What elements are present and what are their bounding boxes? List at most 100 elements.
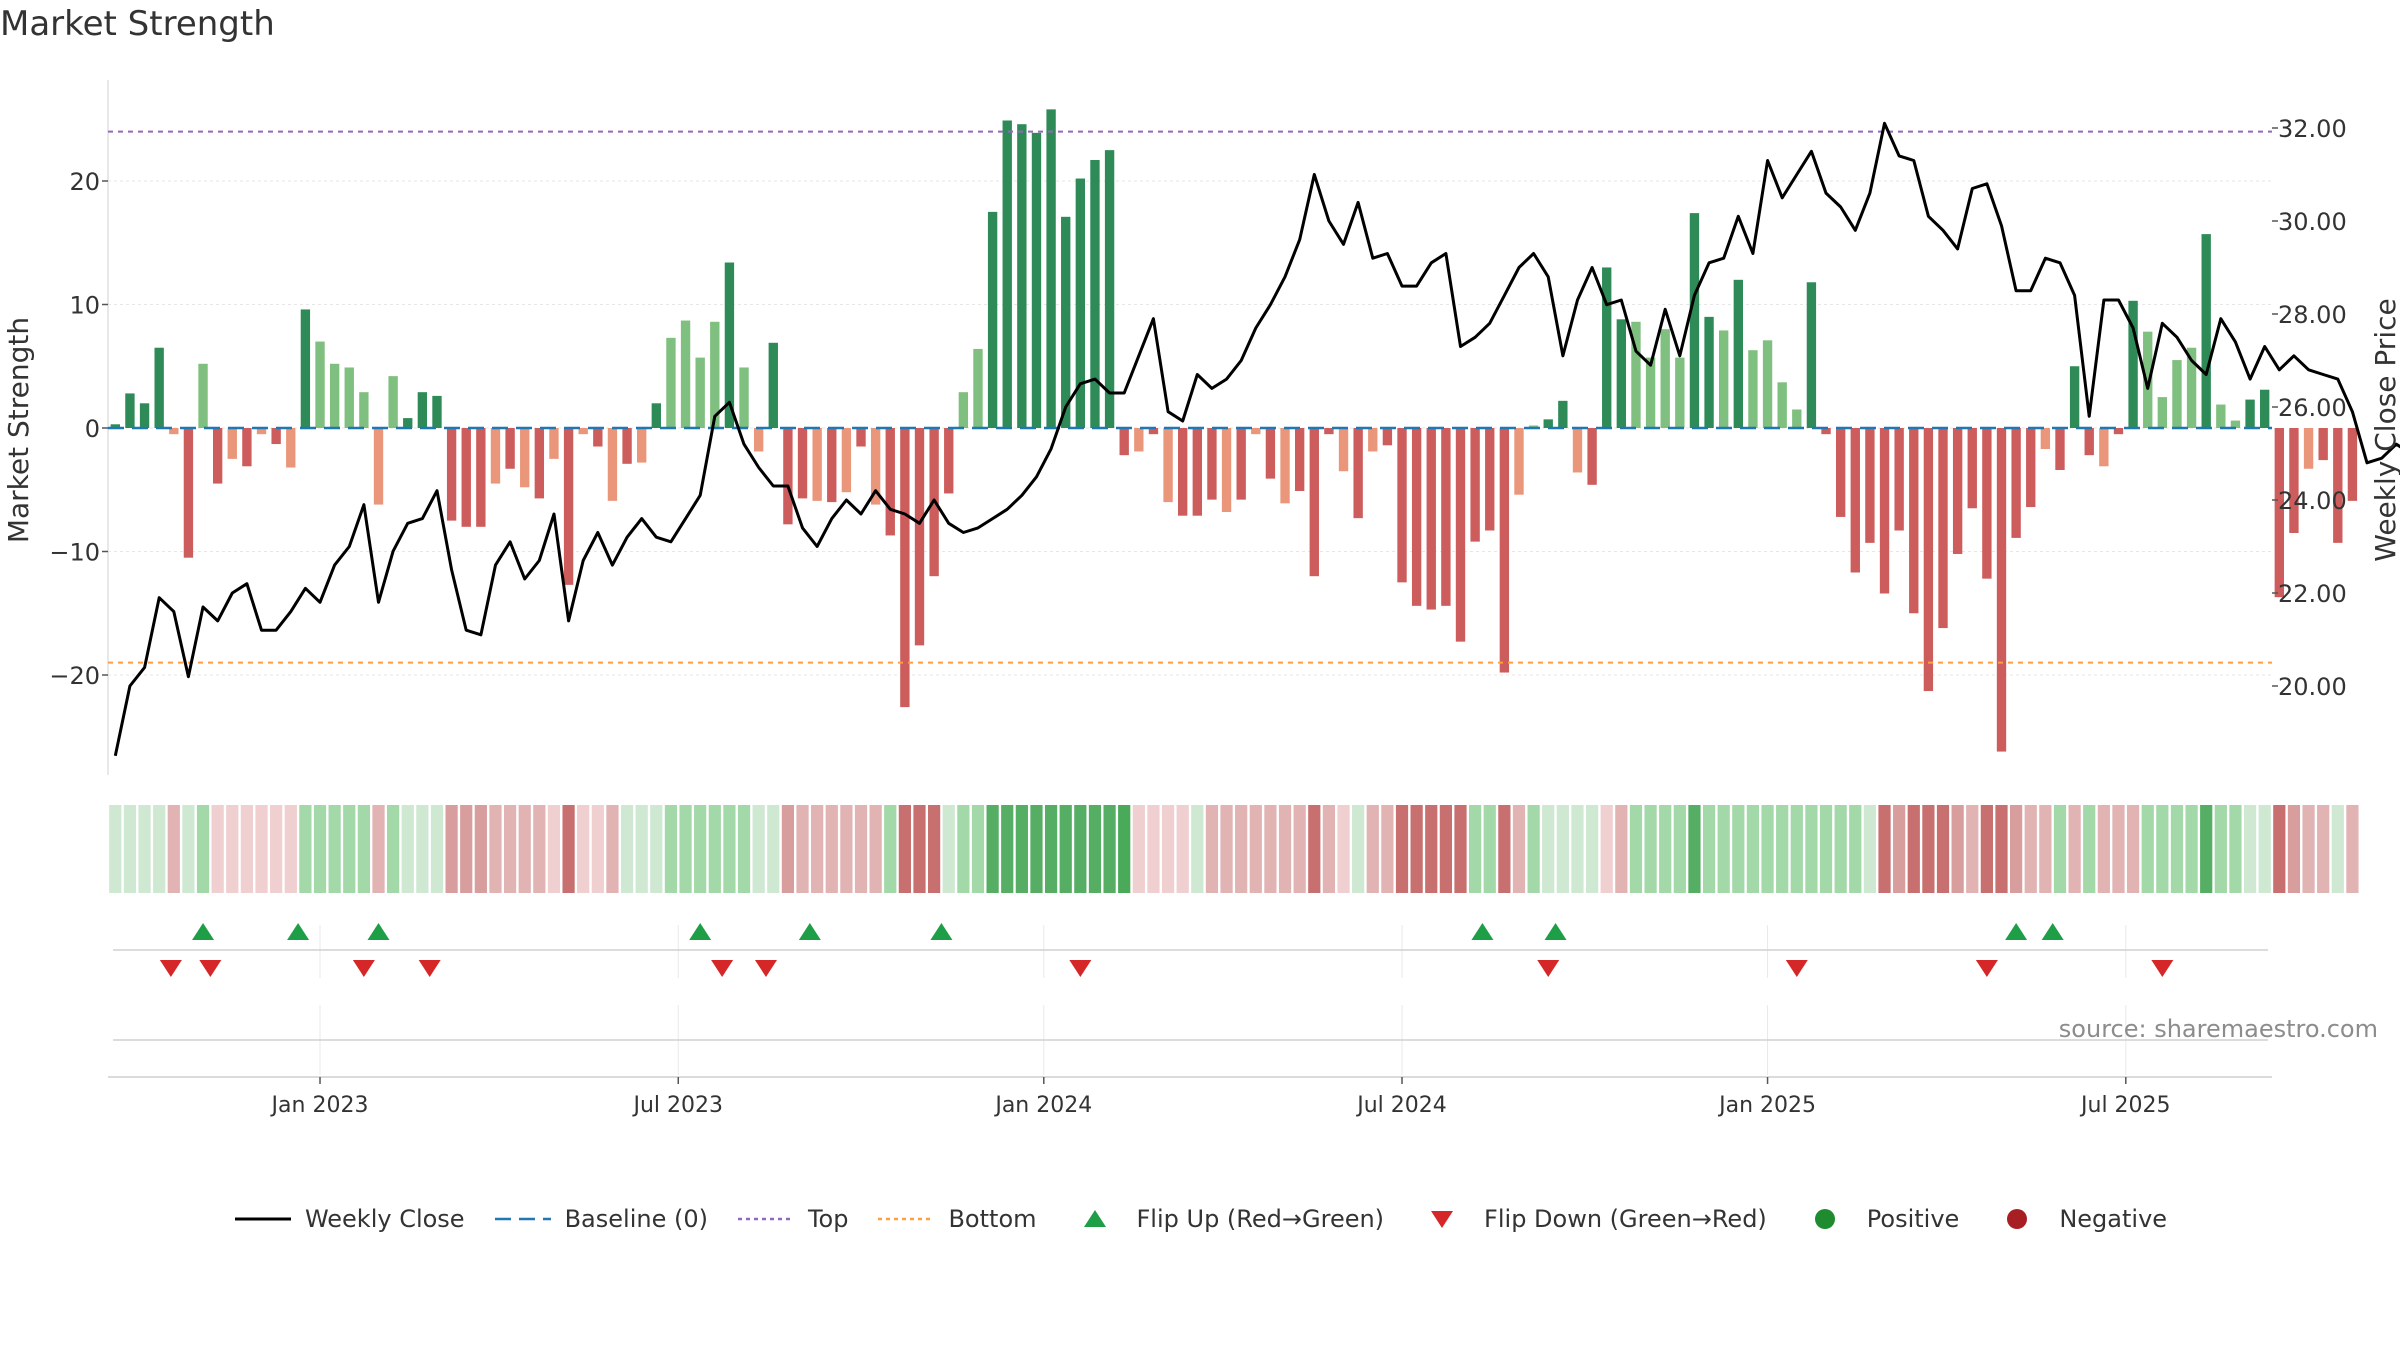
regime-cell: [1220, 805, 1233, 893]
regime-cell: [387, 805, 400, 893]
left-tick-label: 20: [69, 168, 100, 196]
legend-marker-bottom: [878, 1217, 935, 1221]
legend-glyph-negative: [2007, 1209, 2028, 1229]
strength-bar: [1923, 428, 1934, 692]
weekly-close-line: [113, 121, 2400, 757]
x-tick-label: Jan 2023: [270, 1093, 369, 1118]
regime-cell: [2243, 805, 2257, 893]
regime-cell: [2229, 805, 2242, 893]
regime-cell: [1044, 805, 1058, 893]
x-tick-label: Jan 2025: [1717, 1093, 1816, 1118]
regime-cell: [1483, 805, 1496, 893]
regime-cell: [167, 805, 180, 893]
regime-cell: [2258, 805, 2271, 893]
strength-bar: [1572, 428, 1583, 473]
strength-bar: [1806, 282, 1817, 428]
regime-cell: [2097, 805, 2110, 893]
regime-cell: [196, 805, 210, 893]
strength-bar: [812, 428, 822, 501]
strength-bar: [2274, 428, 2284, 598]
strength-bar: [1002, 120, 1012, 429]
strength-bar: [2011, 428, 2021, 538]
flip-down-marker: [1537, 960, 1560, 977]
strength-bar: [2245, 399, 2255, 428]
strength-bar: [1850, 428, 1860, 573]
strength-bar: [2318, 428, 2328, 461]
regime-cell: [1366, 805, 1379, 893]
regime-cell: [1615, 805, 1628, 893]
strength-bar: [1134, 428, 1144, 452]
strength-bar: [1280, 428, 1290, 504]
strength-bar: [1353, 428, 1363, 519]
strength-bar: [534, 428, 545, 499]
strength-bar: [2099, 428, 2109, 467]
flip-down-marker: [2151, 960, 2174, 977]
strength-bar: [783, 428, 793, 525]
regime-cell: [2141, 805, 2154, 893]
chart-title: Market Strength: [0, 4, 275, 44]
strength-bar: [987, 211, 998, 428]
flip-down-marker: [1069, 960, 1092, 977]
regime-cell: [1966, 805, 1979, 893]
regime-cell: [343, 805, 356, 893]
regime-cell: [957, 805, 970, 893]
strength-bar: [242, 428, 252, 467]
flip-down-marker: [418, 960, 441, 977]
regime-cell: [2185, 805, 2198, 893]
regime-cell: [650, 805, 663, 893]
left-tick-label: 0: [85, 415, 100, 443]
regime-cell: [781, 805, 795, 893]
regime-cell: [1556, 805, 1569, 893]
regime-cell: [533, 805, 546, 893]
regime-cell: [2126, 805, 2140, 893]
regime-cell: [153, 805, 166, 893]
regime-cell: [825, 805, 838, 893]
regime-cell: [1264, 805, 1277, 893]
flip-up-marker: [798, 923, 821, 940]
x-axis-ticks: Jan 2023 Jul 2023 Jan 2024 Jul 2024 Jan 2025…: [270, 1077, 2171, 1118]
regime-cell: [1118, 805, 1131, 893]
strength-bar: [724, 262, 735, 428]
strength-bar: [1368, 428, 1378, 452]
regime-cell: [2039, 805, 2052, 893]
strength-bar: [637, 428, 647, 463]
strength-bar: [169, 428, 179, 435]
strength-bar: [520, 428, 530, 488]
strength-bar: [125, 393, 135, 428]
regime-cell: [1761, 805, 1774, 893]
strength-bar: [1207, 428, 1217, 500]
strength-bar: [2333, 428, 2343, 543]
regime-cell: [913, 805, 926, 893]
flip-up-marker: [2005, 923, 2028, 940]
strength-bar: [2143, 331, 2153, 428]
legend-glyph-flip_down: [1431, 1211, 1454, 1228]
regime-cell: [1395, 805, 1409, 893]
legend-label-positive: Positive: [1866, 1205, 1960, 1233]
regime-cell: [2346, 805, 2359, 893]
strength-bar: [680, 320, 691, 428]
strength-bars: [110, 109, 2358, 752]
regime-cell: [401, 805, 414, 893]
regime-cell: [1834, 805, 1847, 893]
strength-bar: [1514, 428, 1524, 495]
strength-bar: [1587, 428, 1597, 485]
regime-cell: [503, 805, 517, 893]
regime-cell: [1147, 805, 1160, 893]
legend-marker-flip_up: [1083, 1210, 1106, 1227]
legend-marker-baseline: [494, 1217, 551, 1221]
strength-bar: [2084, 428, 2094, 456]
regime-cell: [1278, 805, 1292, 893]
regime-cell: [1863, 805, 1877, 893]
regime-cell: [767, 805, 780, 893]
regime-cell: [138, 805, 151, 893]
regime-cell: [474, 805, 487, 893]
legend-marker-top: [737, 1217, 794, 1221]
strength-bar: [1163, 428, 1173, 503]
strength-bar: [344, 367, 354, 428]
strength-bar: [373, 428, 384, 505]
regime-cell: [1249, 805, 1262, 893]
strength-bar: [2055, 428, 2065, 470]
strength-bar: [1543, 419, 1553, 428]
strength-bar: [622, 428, 632, 464]
strength-bar: [900, 428, 910, 708]
